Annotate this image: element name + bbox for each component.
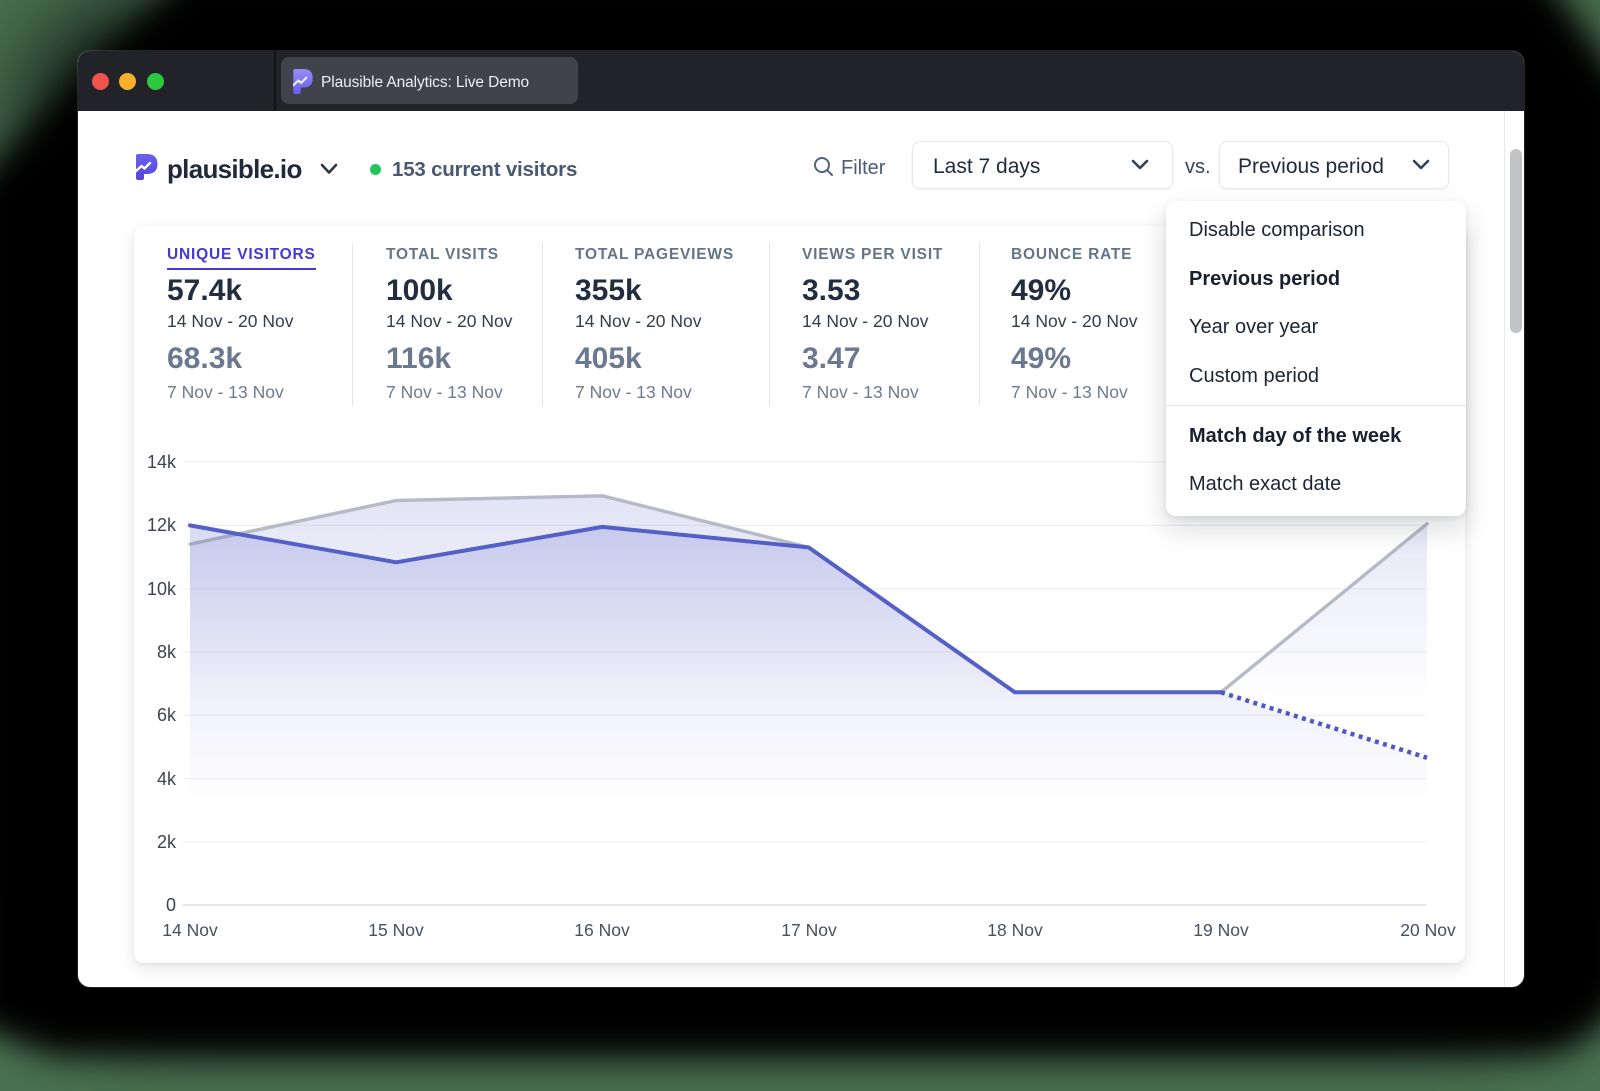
- svg-text:6k: 6k: [157, 705, 177, 725]
- svg-text:16 Nov: 16 Nov: [574, 920, 630, 940]
- svg-text:8k: 8k: [157, 642, 177, 662]
- svg-text:17 Nov: 17 Nov: [781, 920, 837, 940]
- svg-text:14 Nov: 14 Nov: [162, 920, 218, 940]
- svg-text:10k: 10k: [147, 579, 177, 599]
- svg-text:4k: 4k: [157, 769, 177, 789]
- svg-text:0: 0: [166, 895, 176, 915]
- svg-text:14k: 14k: [147, 452, 177, 472]
- svg-text:18 Nov: 18 Nov: [987, 920, 1043, 940]
- svg-text:19 Nov: 19 Nov: [1193, 920, 1249, 940]
- svg-text:2k: 2k: [157, 832, 177, 852]
- svg-text:12k: 12k: [147, 515, 177, 535]
- svg-text:20 Nov: 20 Nov: [1400, 920, 1456, 940]
- svg-text:15 Nov: 15 Nov: [368, 920, 424, 940]
